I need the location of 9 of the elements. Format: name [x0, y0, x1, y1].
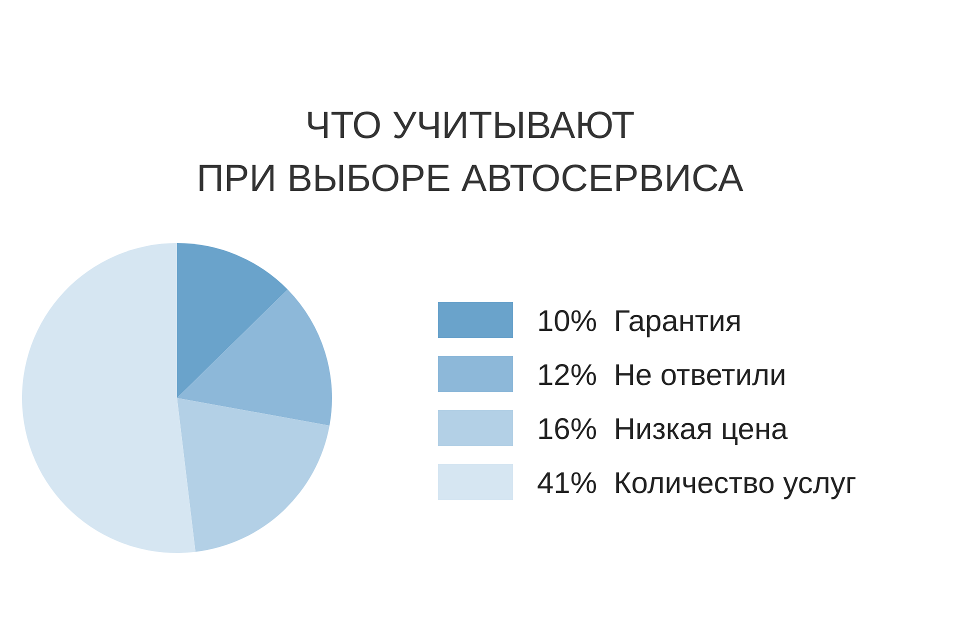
pie-slice — [22, 243, 196, 553]
pie-slice — [177, 289, 332, 426]
legend-label: 10% Гарантия — [537, 305, 742, 338]
pie-slice — [177, 243, 288, 398]
legend-label: 12% Не ответили — [537, 359, 786, 392]
pie-slice — [177, 398, 330, 552]
legend-label: 41% Количество услуг — [537, 467, 856, 500]
legend-label: 16% Низкая цена — [537, 413, 788, 446]
chart-title: ЧТО УЧИТЫВАЮТ ПРИ ВЫБОРЕ АВТОСЕРВИСА — [196, 105, 744, 200]
